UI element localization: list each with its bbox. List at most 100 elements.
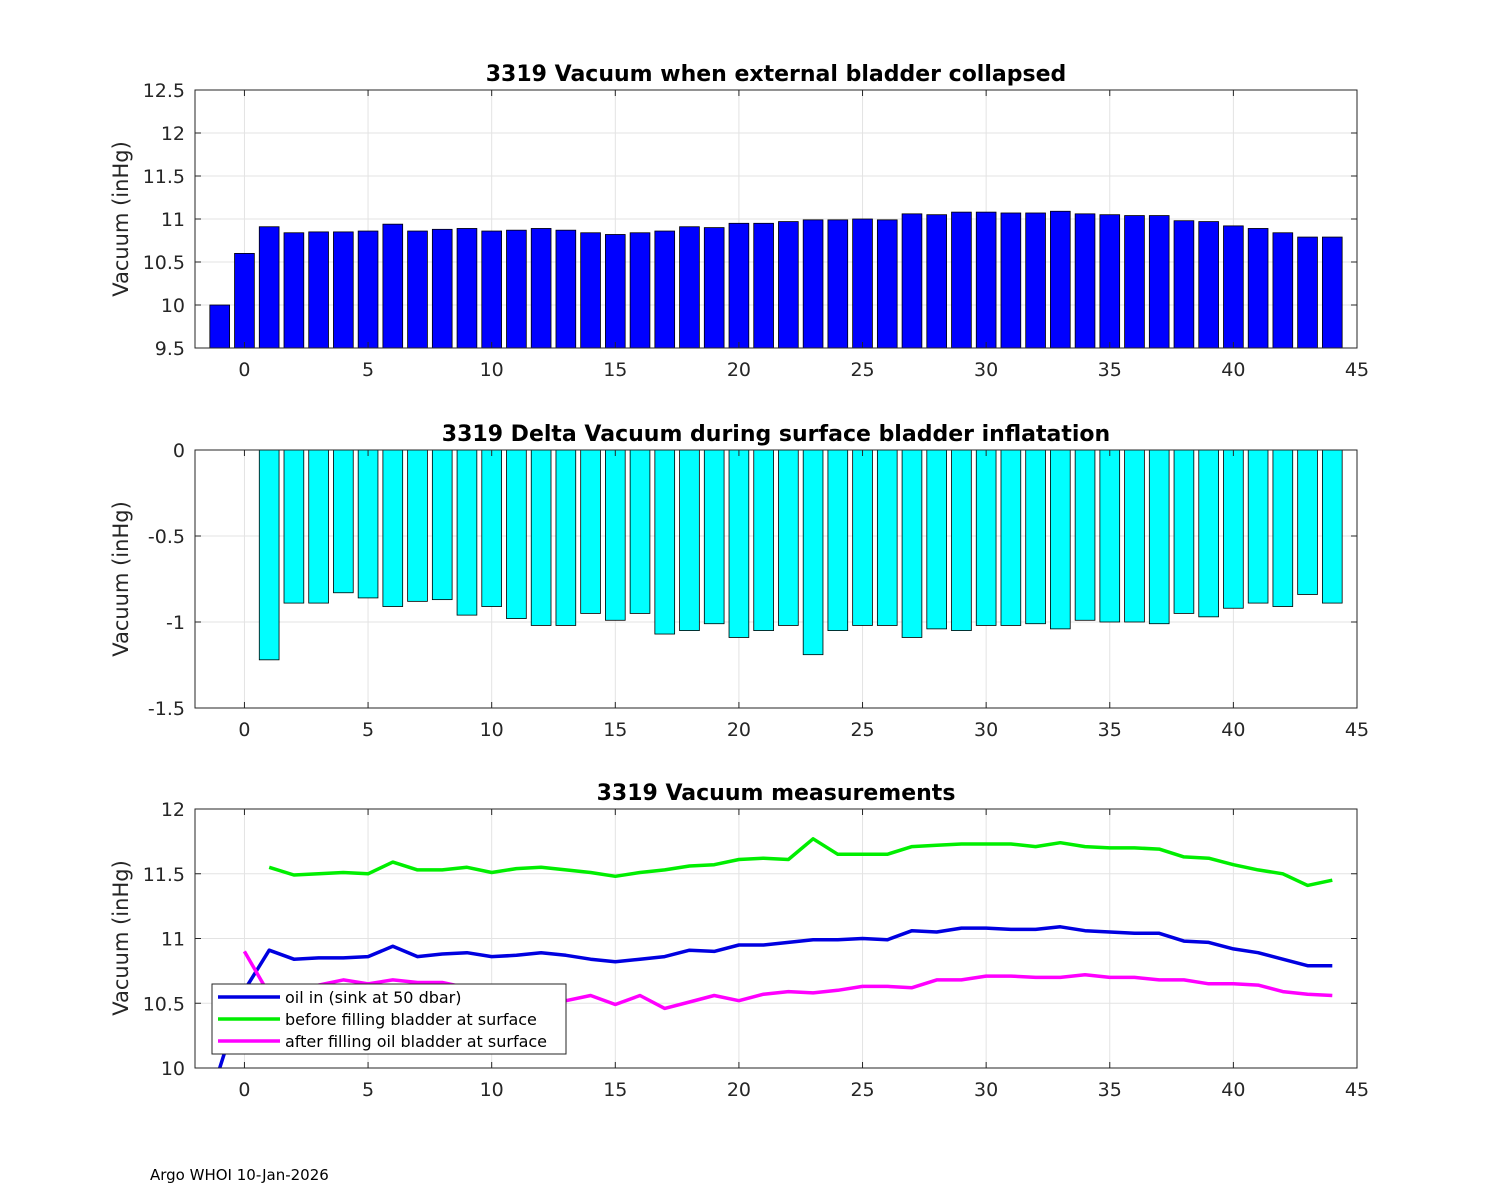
bar xyxy=(827,449,849,632)
x-tick-label: 5 xyxy=(362,359,374,381)
x-tick-label: 20 xyxy=(727,719,751,741)
bar xyxy=(283,232,305,349)
axes-box xyxy=(194,449,1358,709)
y-tick-label: 0 xyxy=(173,440,185,462)
bar xyxy=(234,252,255,349)
bar xyxy=(1247,449,1269,604)
bar xyxy=(975,211,997,349)
x-tick-label: 30 xyxy=(974,719,998,741)
bar xyxy=(629,232,651,349)
bar xyxy=(209,304,231,349)
bar xyxy=(333,449,354,594)
bar xyxy=(1000,212,1022,349)
series-line xyxy=(218,925,1333,1068)
bar xyxy=(258,449,280,661)
x-tick-label: 10 xyxy=(480,1079,504,1101)
bar xyxy=(1099,214,1121,349)
bar xyxy=(382,223,404,349)
y-tick-label: 10.5 xyxy=(143,993,185,1015)
y-tick-label: 12 xyxy=(161,123,185,145)
bar xyxy=(580,449,601,614)
bar xyxy=(1297,449,1318,595)
x-tick-label: 45 xyxy=(1345,359,1369,381)
x-tick-label: 15 xyxy=(603,1079,627,1101)
bar xyxy=(357,230,379,349)
bar xyxy=(654,449,676,635)
bar xyxy=(753,449,774,632)
bar xyxy=(1321,449,1343,604)
bar xyxy=(1173,449,1195,614)
x-tick-label: 25 xyxy=(850,719,874,741)
bar xyxy=(481,230,502,349)
legend-label: before filling bladder at surface xyxy=(285,1010,537,1029)
bar xyxy=(1223,449,1244,609)
bar xyxy=(1099,449,1121,623)
bar xyxy=(431,228,453,349)
bar xyxy=(1247,228,1269,349)
bar xyxy=(951,449,972,632)
bar xyxy=(778,221,799,349)
bar xyxy=(852,218,873,349)
x-tick-label: 5 xyxy=(362,1079,374,1101)
x-tick-label: 45 xyxy=(1345,719,1369,741)
y-tick-label: -0.5 xyxy=(148,526,185,548)
bar xyxy=(1025,212,1046,349)
bar xyxy=(951,211,972,349)
bar xyxy=(1148,449,1170,625)
footer-note: Argo WHOI 10-Jan-2026 xyxy=(150,1166,329,1184)
bar xyxy=(1000,449,1022,626)
chart-delta-vacuum: 0 5 10 15 20 25 30 35 40 45 -1.5 -1 -0.5 0 3319 Delta … xyxy=(109,422,1369,741)
y-tick-label: 10 xyxy=(161,295,185,317)
bar xyxy=(431,449,453,601)
y-tick-label: 12 xyxy=(161,799,185,821)
y-tick-label: 10 xyxy=(161,1058,185,1080)
bar xyxy=(407,449,428,602)
bar xyxy=(308,449,329,604)
bar xyxy=(802,449,824,656)
x-tick-label: 15 xyxy=(603,359,627,381)
legend: oil in (sink at 50 dbar) before filling b… xyxy=(211,983,567,1055)
bar xyxy=(308,231,329,349)
y-tick-label: 11 xyxy=(161,929,185,951)
bar xyxy=(530,228,552,349)
bar xyxy=(555,229,577,349)
bar xyxy=(1321,236,1343,349)
bar xyxy=(1223,225,1244,349)
x-tick-label: 35 xyxy=(1098,1079,1122,1101)
chart-title: 3319 Vacuum measurements xyxy=(597,781,956,806)
y-tick-label: -1 xyxy=(166,612,185,634)
y-tick-label: 9.5 xyxy=(155,338,185,360)
y-tick-label: 11.5 xyxy=(143,166,185,188)
bar xyxy=(530,449,552,626)
bar xyxy=(753,222,774,349)
y-tick-label: 12.5 xyxy=(143,80,185,102)
bar xyxy=(975,449,997,626)
bar xyxy=(1272,449,1294,607)
y-axis-label: Vacuum (inHg) xyxy=(109,501,133,657)
bar xyxy=(703,449,725,625)
bar xyxy=(679,449,700,632)
x-tick-label: 35 xyxy=(1098,359,1122,381)
chart-title: 3319 Delta Vacuum during surface bladder… xyxy=(442,422,1110,447)
x-tick-label: 25 xyxy=(850,359,874,381)
bar xyxy=(827,219,849,349)
series-line xyxy=(268,837,1333,888)
bar xyxy=(1025,449,1046,625)
chart-vacuum-measurements: 0 5 10 15 20 25 30 35 40 45 10 10.5 11 11.5 12 oil in (… xyxy=(109,781,1369,1101)
y-tick-label: 10.5 xyxy=(143,252,185,274)
bar xyxy=(506,229,527,349)
bar xyxy=(778,449,799,626)
chart-title: 3319 Vacuum when external bladder collap… xyxy=(486,62,1067,87)
bar xyxy=(1124,215,1145,349)
x-tick-label: 40 xyxy=(1221,359,1245,381)
bar xyxy=(1198,449,1219,618)
bar xyxy=(1074,213,1096,349)
bar xyxy=(728,222,750,349)
bar xyxy=(852,449,873,626)
bar xyxy=(901,213,923,349)
x-tick-label: 30 xyxy=(974,359,998,381)
bar xyxy=(1297,236,1318,349)
bar xyxy=(456,449,478,616)
bar xyxy=(407,230,428,349)
